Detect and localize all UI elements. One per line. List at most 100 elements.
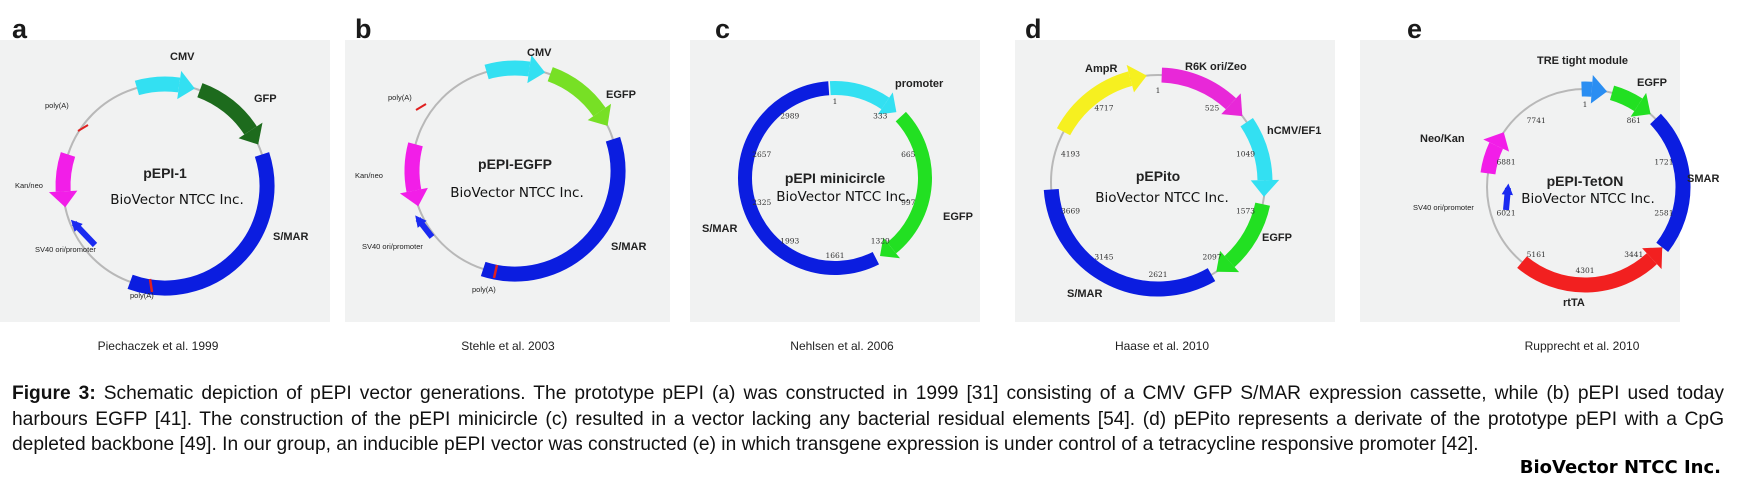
kanneo-label: Kan/neo (15, 181, 43, 190)
rtta-label: rtTA (1563, 297, 1585, 309)
position-label: 2989 (780, 112, 799, 121)
smar-segment (1043, 188, 1216, 297)
position-label: 2621 (1148, 270, 1167, 279)
segment-arrowhead (1483, 132, 1510, 152)
segment-body (55, 152, 76, 192)
position-label: 7741 (1527, 116, 1546, 125)
position-label: 1721 (1654, 157, 1673, 166)
smar-label: S/MAR (273, 231, 309, 243)
watermark: BioVector NTCC Inc. (1521, 191, 1655, 207)
segment-body (1240, 117, 1273, 181)
polya-label: poly(A) (472, 285, 496, 294)
ampr-label: AmpR (1085, 63, 1117, 75)
watermark: BioVector NTCC Inc. (1095, 190, 1229, 206)
segment-arrowhead (1216, 250, 1240, 273)
position-label: 2325 (752, 198, 771, 207)
smar-label: S/MAR (1067, 288, 1103, 300)
position-label: 3441 (1624, 250, 1643, 259)
panel-b: b CMV EGFP S/MAR Kan/neo poly(A) poly(A)… (345, 14, 670, 353)
segment-arrowhead (1590, 75, 1608, 104)
smar-label: S/MAR (611, 241, 647, 253)
smar-label: SMAR (1687, 173, 1719, 185)
promoter-label: promoter (895, 78, 944, 90)
smar-segment (480, 136, 626, 282)
position-label: 1 (1156, 86, 1161, 95)
panel-letter: b (355, 14, 372, 44)
segment-arrowhead (587, 103, 612, 126)
position-label: 3669 (1061, 206, 1080, 215)
polya-label: poly(A) (45, 101, 69, 110)
position-label: 665 (901, 150, 916, 159)
neokan-label: Neo/Kan (1420, 133, 1465, 145)
segment-body (547, 67, 606, 117)
segment-body (887, 111, 932, 254)
segment-arrowhead (880, 237, 901, 259)
position-label: 6881 (1497, 157, 1516, 166)
smar-label: S/MAR (702, 223, 738, 235)
segment-arrowhead (1221, 93, 1243, 117)
segment-arrowhead (1642, 247, 1663, 270)
citation: Haase et al. 2010 (1115, 339, 1209, 353)
ampr-segment (1056, 64, 1147, 136)
sv40-label: SV40 ori/promoter (1413, 203, 1474, 212)
segment-body (1161, 67, 1237, 110)
polya-mark (492, 264, 499, 279)
cmv-segment (484, 54, 546, 84)
kanneo-label: Kan/neo (355, 171, 383, 180)
segment-body (1480, 142, 1504, 175)
segment-body (829, 81, 890, 110)
watermark: BioVector NTCC Inc. (776, 189, 910, 205)
segment-body (480, 136, 626, 282)
sv40-arrow (415, 215, 435, 239)
polya-mark (415, 103, 427, 111)
panel-letter: d (1025, 14, 1042, 44)
smar-segment (127, 152, 275, 296)
segment-body (1043, 188, 1216, 297)
segment-body (197, 83, 257, 135)
segment-arrowhead (177, 70, 195, 100)
promoter-segment (829, 81, 897, 115)
tre-segment (1581, 75, 1608, 104)
segment-arrowhead (238, 122, 263, 145)
polya-mark (148, 278, 154, 293)
egfp-segment (880, 111, 932, 259)
caption-text: Schematic depiction of pEPI vector gener… (12, 383, 1724, 455)
kanneo-segment (399, 142, 428, 207)
gfp-segment (197, 83, 263, 145)
rtta-segment (1517, 247, 1663, 293)
position-ticks: 1 333 665 997 1329 1661 1993 2325 2657 2989 (752, 97, 915, 260)
segment-body (1224, 202, 1270, 268)
smar-segment (1649, 113, 1691, 252)
position-label: 1 (1583, 100, 1588, 109)
citation: Piechaczek et al. 1999 (98, 339, 219, 353)
position-label: 4193 (1061, 150, 1080, 159)
plasmid-name: pEPI-1 (143, 165, 187, 181)
position-label: 4717 (1094, 104, 1113, 113)
cmv-label: CMV (170, 51, 195, 63)
position-ticks: 1 525 1049 1573 2097 2621 3145 3669 4193 4717 (1061, 86, 1255, 279)
panel-a: a CMV GFP S/MAR Kan/neo poly(A) poly(A) … (0, 14, 330, 353)
smar-segment (738, 81, 880, 275)
segment-arrowhead (399, 187, 428, 207)
egfp-segment (1609, 85, 1651, 117)
panel-e: e 1 861 1721 2581 3441 4301 5161 6021 6881 7741 T… (1360, 14, 1719, 353)
position-label: 861 (1627, 116, 1641, 125)
position-label: 525 (1205, 104, 1220, 113)
segment-body (1056, 71, 1133, 136)
position-label: 1049 (1236, 150, 1255, 159)
sv40-arrow (1501, 183, 1514, 211)
citation: Stehle et al. 2003 (461, 339, 555, 353)
citation: Rupprecht et al. 2010 (1525, 339, 1640, 353)
figure-caption: Figure 3: Schematic depiction of pEPI ve… (12, 381, 1724, 458)
plasmid-name: pEPito (1136, 168, 1180, 184)
position-label: 2657 (752, 150, 771, 159)
segment-body (1649, 113, 1691, 252)
panel-d-background (1015, 40, 1335, 322)
neokan-segment (1480, 132, 1510, 175)
segment-arrowhead (1126, 64, 1147, 93)
sv40-label: SV40 ori/promoter (362, 242, 423, 251)
segment-arrowhead (1250, 179, 1280, 197)
segment-arrowhead (1630, 92, 1651, 117)
tre-label: TRE tight module (1537, 55, 1628, 67)
